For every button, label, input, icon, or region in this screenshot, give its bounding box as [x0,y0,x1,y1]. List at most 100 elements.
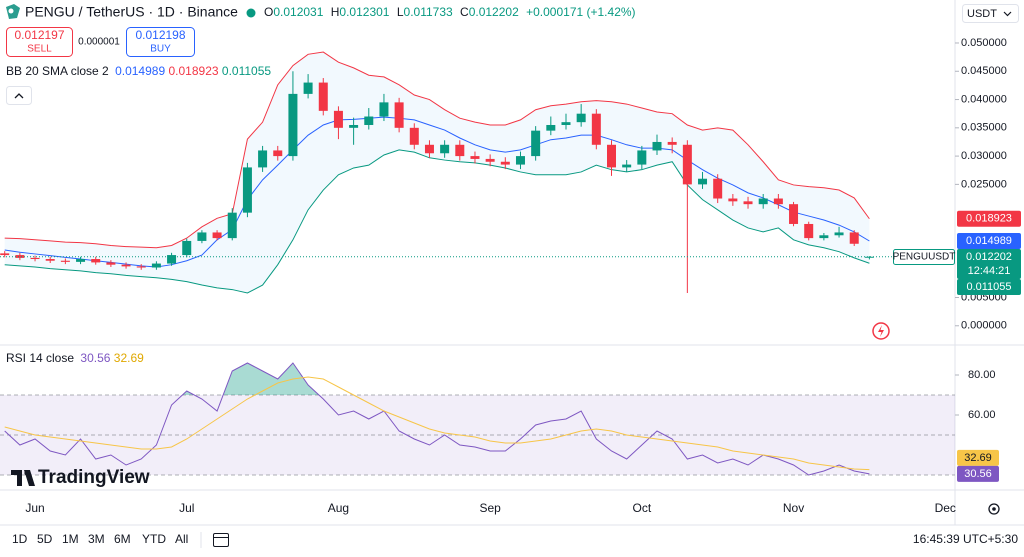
buy-price: 0.012198 [135,28,185,42]
sell-label: SELL [27,44,52,55]
candle-body [197,232,207,241]
ohlc-value: 0.012301 [339,5,389,19]
price-tag: 0.018923 [957,210,1021,227]
buy-button[interactable] [126,27,195,57]
candle-body [212,232,222,239]
band-fill [4,52,870,293]
ohlc-label: C [460,5,469,19]
candle-body [500,161,510,165]
range-button[interactable]: All [175,532,188,546]
rsi-pane [0,362,955,476]
candle-body [470,156,480,159]
candle-body [804,223,814,239]
rsi-tag: 30.56 [957,465,999,482]
candle-body [819,235,829,239]
y-tick-label: 60.00 [968,409,996,421]
rsi-tag-label: 32.69 [964,452,992,464]
range-button[interactable]: 6M [114,532,131,546]
candle-body [622,164,632,168]
plot-layer: 0.050000 0.045000 0.040000 0.035000 0.030000… [0,37,1021,515]
x-tick-label: Oct [633,501,652,515]
symbol-tag: PENGUUSDT [893,252,956,263]
candle-body [182,240,192,256]
x-tick-label: Dec [935,501,956,515]
currency-chevron [1003,11,1012,17]
y-tick-label: 0.050000 [961,37,1007,49]
y-tick-label: 0.030000 [961,150,1007,162]
price-tag: 0.012202 12:44:21 PENGUUSDT [893,248,1021,279]
symbol-tag-box [893,248,955,265]
candle-body [667,141,677,145]
candle-body [758,198,768,205]
y-tick-label: 0.025000 [961,178,1007,190]
currency-button[interactable] [962,4,1019,23]
settings-icon[interactable] [988,503,1000,515]
price-tag-box [957,248,1021,279]
sell-price: 0.012197 [14,28,64,42]
y-tick-label: 0.045000 [961,65,1007,77]
price-tag-box [957,232,1021,249]
rsi-line [4,362,870,476]
candle-body [531,130,541,157]
price-tag: 0.014989 [957,232,1021,249]
candle-body [713,178,723,199]
candle-body [682,144,692,185]
candle-body [333,110,343,128]
range-button[interactable]: 3M [88,532,105,546]
range-button[interactable]: 5D [37,532,53,546]
candle-body [455,144,465,157]
indicator-value: 0.014989 [115,64,165,78]
y-tick-label: 0.000000 [961,320,1007,332]
candle-body [546,124,556,131]
range-toolbar: 1D 5D 1M 3M 6M YTD All 16:45:39 UTC+5:30 [12,532,1018,548]
x-tick-label: Sep [479,501,501,515]
y-tick-label: 80.00 [968,369,996,381]
candle-body [515,156,525,165]
rsi-value: 30.56 [80,351,110,365]
range-button[interactable]: YTD [142,532,166,546]
candle-body [409,127,419,145]
price-tag-label: 0.011055 [966,281,1011,293]
sell-button[interactable] [6,27,73,57]
candle-body [349,124,359,128]
candle-body [424,144,434,154]
candle-body [561,122,571,125]
candle-body [773,198,783,205]
candle-body [440,144,450,154]
market-status[interactable] [246,8,256,18]
candle-body [834,232,844,236]
candle-body [849,232,859,244]
candle-body [864,256,874,258]
range-button[interactable]: 1M [62,532,79,546]
price-tag-label: 0.018923 [966,213,1012,225]
ohlc: O0.012031 H0.012301 L0.011733 C0.012202 … [264,5,636,19]
candle-body [698,178,708,185]
candle-body [728,198,738,202]
candle-body [576,113,586,123]
indicator-legend: BB 20 SMA close 2 0.014989 0.018923 0.01… [6,64,271,78]
collapse-button[interactable] [6,86,32,105]
candle-body [637,150,647,165]
alert-bolt [878,325,884,337]
rsi-legend: RSI 14 close 30.56 32.69 [6,351,144,365]
range-button[interactable]: 1D [12,532,28,546]
ohlc-label: H [331,5,340,19]
price-tag-box [957,278,1021,295]
rsi-line [4,376,870,471]
candle-body [789,204,799,224]
clock[interactable]: 16:45:39 UTC+5:30 [913,532,1018,546]
candle-body [607,144,616,168]
candle-body [743,201,753,205]
rsi-tag-box [957,465,999,482]
candle-body [227,212,237,239]
calendar-icon[interactable] [213,533,229,547]
change: +0.000171 (+1.42%) [526,5,635,19]
candle-body [91,259,101,263]
x-tick-label: Jul [179,501,194,515]
ohlc-label: O [264,5,273,19]
candle-body [318,82,328,111]
symbol-title[interactable]: PENGU / TetherUS · 1D · Binance [25,4,238,20]
price-tag-label: 0.014989 [966,235,1012,247]
candle-body [288,93,298,157]
rsi-tag: 32.69 [957,449,999,466]
